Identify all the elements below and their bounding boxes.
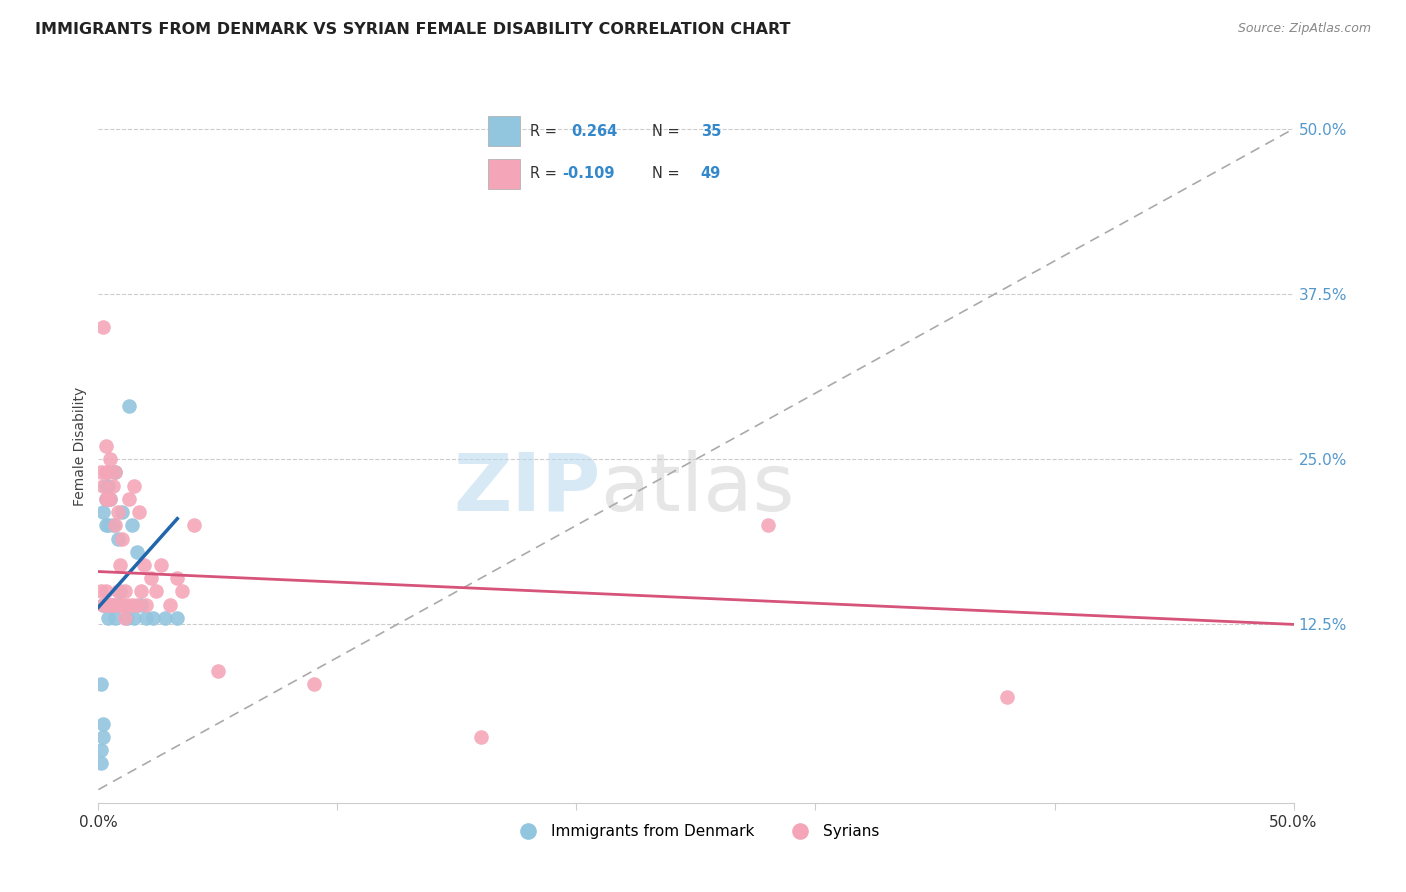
Point <box>98 598 122 612</box>
Point <box>97 478 120 492</box>
Point <box>91 730 114 744</box>
Point <box>94 491 117 506</box>
Point <box>90 466 112 480</box>
Point <box>115 611 138 625</box>
Point <box>98 491 122 506</box>
Point <box>104 466 127 480</box>
Point <box>121 518 143 533</box>
Point <box>107 598 129 612</box>
Text: atlas: atlas <box>600 450 794 528</box>
Point <box>97 518 120 533</box>
Point <box>121 598 143 612</box>
Point <box>104 611 127 625</box>
Point <box>125 545 148 559</box>
Point <box>98 452 122 467</box>
Point <box>108 584 131 599</box>
Point <box>135 611 157 625</box>
Point <box>104 598 127 612</box>
Point <box>470 730 492 744</box>
Point <box>207 664 229 678</box>
Point <box>131 584 153 599</box>
Point <box>91 598 114 612</box>
Point <box>94 491 117 506</box>
Point <box>94 518 117 533</box>
Point <box>155 611 177 625</box>
Point <box>172 584 194 599</box>
Point <box>131 598 153 612</box>
Point <box>111 505 134 519</box>
Point <box>145 584 167 599</box>
Point <box>124 478 146 492</box>
Point <box>91 716 114 731</box>
Point <box>104 466 127 480</box>
Point <box>90 677 112 691</box>
Point <box>91 320 114 334</box>
Legend: Immigrants from Denmark, Syrians: Immigrants from Denmark, Syrians <box>506 818 886 845</box>
Point <box>166 571 188 585</box>
Point <box>107 532 129 546</box>
Point <box>104 518 127 533</box>
Point <box>135 598 157 612</box>
Point <box>91 505 114 519</box>
Text: IMMIGRANTS FROM DENMARK VS SYRIAN FEMALE DISABILITY CORRELATION CHART: IMMIGRANTS FROM DENMARK VS SYRIAN FEMALE… <box>35 22 790 37</box>
Point <box>183 518 205 533</box>
Point <box>111 532 134 546</box>
Y-axis label: Female Disability: Female Disability <box>73 386 87 506</box>
Point <box>139 571 162 585</box>
Point <box>97 598 120 612</box>
Point <box>114 611 136 625</box>
Text: ZIP: ZIP <box>453 450 600 528</box>
Point <box>756 518 779 533</box>
Point <box>91 598 114 612</box>
Point <box>159 598 181 612</box>
Point <box>302 677 325 691</box>
Point <box>118 491 141 506</box>
Point <box>108 558 131 572</box>
Text: Source: ZipAtlas.com: Source: ZipAtlas.com <box>1237 22 1371 36</box>
Point <box>125 598 148 612</box>
Point <box>90 743 112 757</box>
Point <box>101 598 124 612</box>
Point <box>94 584 117 599</box>
Point <box>142 611 165 625</box>
Point <box>98 598 122 612</box>
Point <box>124 611 146 625</box>
Point <box>995 690 1018 704</box>
Point <box>94 598 117 612</box>
Point <box>101 478 124 492</box>
Point <box>107 584 129 599</box>
Point <box>91 478 114 492</box>
Point <box>94 439 117 453</box>
Point <box>114 584 136 599</box>
Point <box>97 611 120 625</box>
Point <box>94 466 117 480</box>
Point <box>132 558 155 572</box>
Point <box>149 558 172 572</box>
Point <box>97 466 120 480</box>
Point <box>111 598 134 612</box>
Point <box>90 584 112 599</box>
Point <box>118 400 141 414</box>
Point <box>94 478 117 492</box>
Point <box>108 598 131 612</box>
Point <box>111 598 134 612</box>
Point <box>90 756 112 771</box>
Point <box>128 505 150 519</box>
Point <box>101 598 124 612</box>
Point <box>98 491 122 506</box>
Point <box>101 518 124 533</box>
Point <box>166 611 188 625</box>
Point <box>115 598 138 612</box>
Point <box>107 505 129 519</box>
Point <box>97 491 120 506</box>
